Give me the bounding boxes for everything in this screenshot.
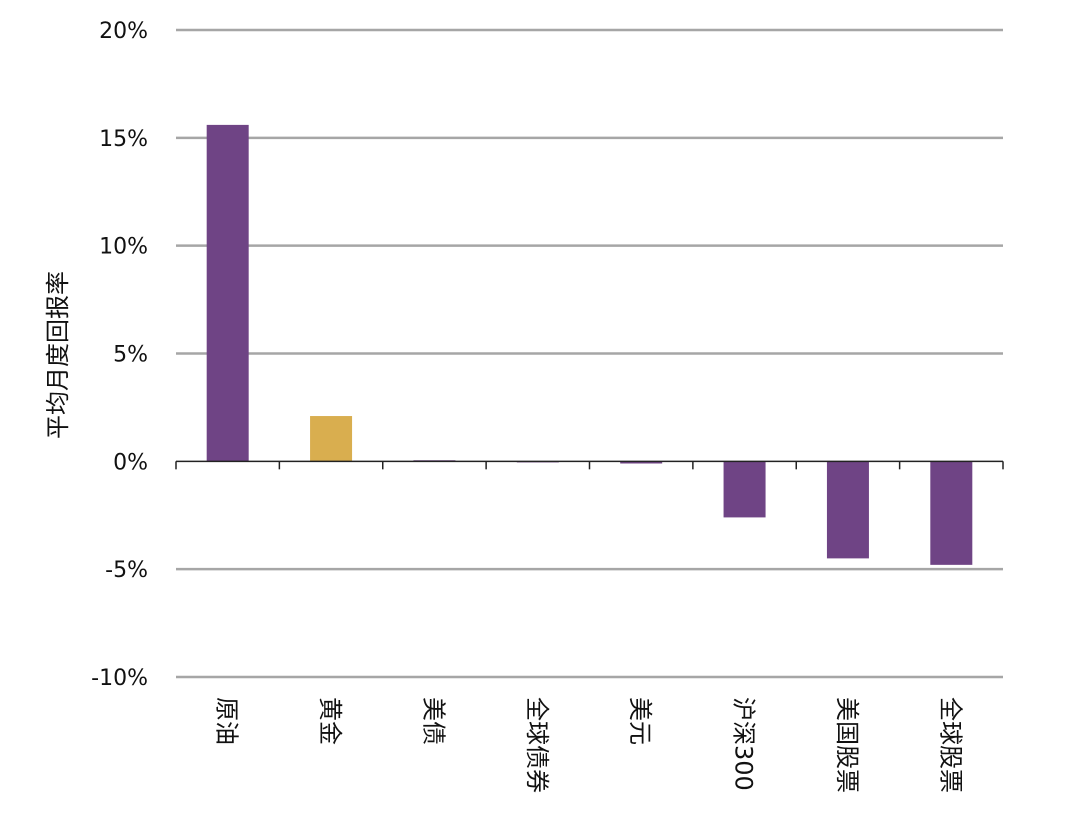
bar — [310, 416, 353, 462]
bar — [723, 461, 766, 518]
y-tick-label: -10% — [91, 666, 148, 691]
y-axis-label: 平均月度回报率 — [44, 271, 72, 439]
category-label: 全球债券 — [523, 697, 551, 793]
y-tick-label: 15% — [99, 127, 148, 152]
bar — [930, 461, 973, 565]
category-label: 美国股票 — [833, 697, 861, 793]
y-tick-labels: 20% 15% 10% 5% 0% -5% -10% — [91, 19, 148, 691]
y-tick-label: 20% — [99, 19, 148, 44]
y-tick-label: 10% — [99, 235, 148, 260]
bar — [206, 124, 249, 462]
category-label: 美元 — [626, 697, 654, 745]
category-labels: 原油 黄金 美债 全球债券 美元 沪深300 美国股票 全球股票 — [213, 697, 965, 793]
category-label: 黄金 — [316, 697, 344, 745]
bars — [206, 124, 973, 565]
category-label: 沪深300 — [730, 697, 758, 791]
y-tick-label: -5% — [105, 558, 148, 583]
bar — [620, 461, 663, 464]
bar — [826, 461, 869, 559]
y-tick-label: 5% — [113, 343, 148, 368]
category-label: 美债 — [419, 697, 447, 745]
y-tick-label: 0% — [113, 450, 148, 475]
category-label: 全球股票 — [936, 697, 964, 793]
gridlines — [176, 28, 1003, 679]
x-axis — [175, 460, 1004, 470]
category-label: 原油 — [213, 697, 241, 745]
